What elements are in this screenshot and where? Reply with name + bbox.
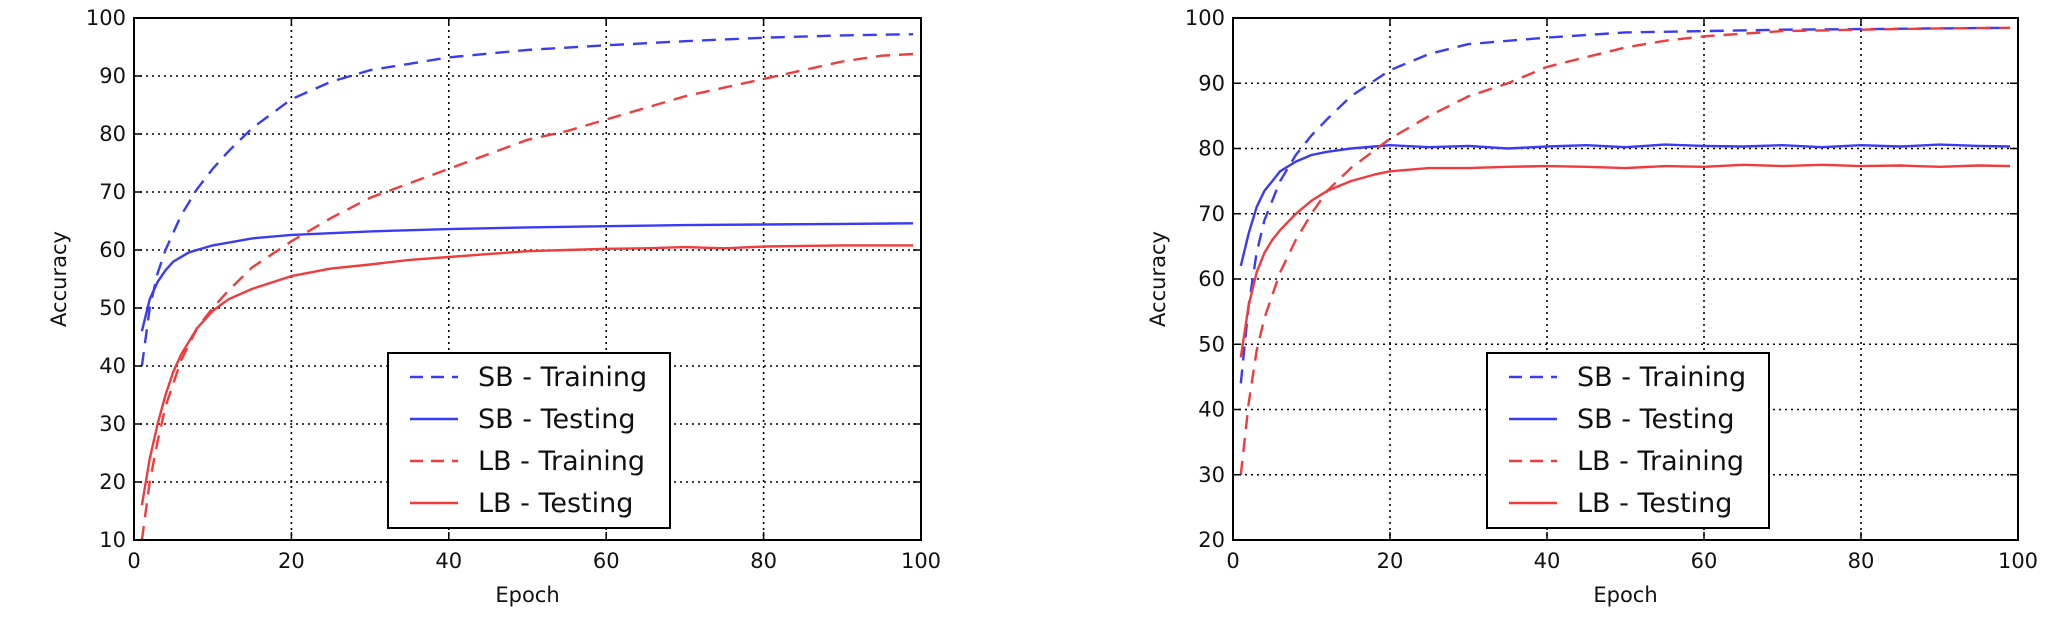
y-tick-label: 50	[99, 296, 126, 320]
y-tick-label: 20	[99, 470, 126, 494]
x-tick-label: 20	[1377, 549, 1404, 573]
x-axis-label: Epoch	[495, 583, 559, 607]
y-tick-label: 100	[86, 6, 126, 30]
y-tick-label: 50	[1198, 332, 1225, 356]
chart-left: 0 20 40 60 80 100 10 20 30 40 50 60 70 80 90 100 Epoch Ac…	[47, 6, 941, 607]
y-tick-label: 80	[1198, 137, 1225, 161]
y-tick-label: 60	[1198, 267, 1225, 291]
y-axis-label: Accuracy	[47, 231, 71, 327]
y-tick-label: 40	[1198, 398, 1225, 422]
legend-label: LB - Training	[478, 446, 645, 477]
legend-label: LB - Testing	[478, 488, 633, 519]
legend-label: LB - Training	[1577, 446, 1744, 477]
x-tick-label: 40	[1534, 549, 1561, 573]
y-tick-label: 10	[99, 528, 126, 552]
x-tick-label: 80	[750, 549, 777, 573]
legend-label: LB - Testing	[1577, 488, 1732, 519]
x-tick-label: 0	[1226, 549, 1239, 573]
series-line-lb-training	[1239, 26, 2011, 475]
x-tick-label: 60	[1691, 549, 1718, 573]
legend-box	[387, 352, 671, 529]
x-axis-label: Epoch	[1593, 583, 1657, 607]
x-tick-label: 20	[278, 549, 305, 573]
series-line-sb-training	[140, 33, 914, 367]
plot-frame	[133, 17, 922, 541]
y-tick-label: 60	[99, 238, 126, 262]
y-tick-label: 70	[99, 180, 126, 204]
y-tick-label: 90	[1198, 71, 1225, 95]
series-line-sb-testing	[1239, 143, 2011, 267]
series-line-lb-testing	[140, 244, 914, 506]
y-tick-label: 70	[1198, 202, 1225, 226]
x-tick-label: 60	[593, 549, 620, 573]
x-tick-label: 0	[127, 549, 140, 573]
legend-box	[1486, 352, 1770, 529]
legend-label: SB - Training	[478, 362, 647, 393]
legend-label: SB - Training	[1577, 362, 1746, 393]
legend-label: SB - Testing	[478, 404, 636, 435]
y-tick-label: 80	[99, 122, 126, 146]
y-tick-label: 100	[1185, 6, 1225, 30]
x-tick-label: 100	[1998, 549, 2038, 573]
series-line-lb-testing	[1239, 163, 2011, 358]
y-tick-label: 90	[99, 64, 126, 88]
series-line-sb-training	[1239, 26, 2011, 384]
chart-right: 0 20 40 60 80 1002030405060708090100EpochAccu…	[1146, 6, 2038, 607]
series-line-lb-training	[140, 52, 914, 541]
y-tick-label: 20	[1198, 528, 1225, 552]
x-tick-label: 40	[435, 549, 462, 573]
y-tick-label: 40	[99, 354, 126, 378]
y-tick-label: 30	[1198, 463, 1225, 487]
y-tick-label: 30	[99, 412, 126, 436]
series-line-sb-testing	[140, 222, 914, 332]
y-axis-label: Accuracy	[1146, 231, 1170, 327]
x-tick-label: 80	[1848, 549, 1875, 573]
legend-label: SB - Testing	[1577, 404, 1735, 435]
x-tick-label: 100	[901, 549, 941, 573]
